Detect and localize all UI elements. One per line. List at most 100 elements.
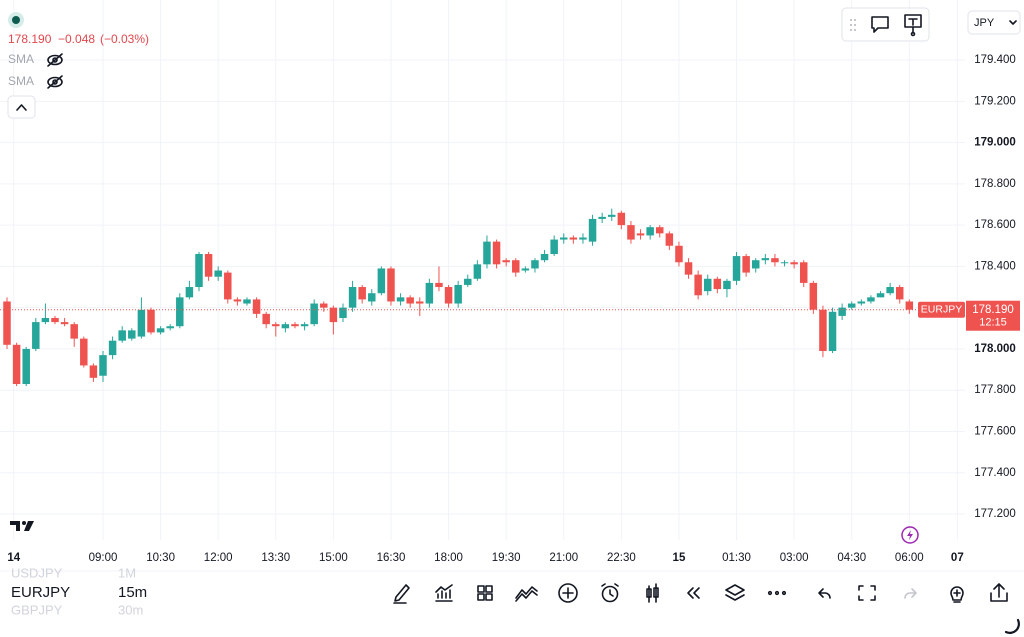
legend-price: 178.190 [8,32,52,46]
candle-body [108,340,117,356]
legend-change-pct: (−0.03%) [100,32,149,46]
collapse-icon [16,104,27,111]
indicators-icon[interactable] [435,584,453,602]
x-tick-label: 04:30 [837,552,866,564]
ideas-icon[interactable] [950,586,964,603]
candle-body [41,317,50,323]
watch-interval[interactable]: 30m [118,602,143,617]
candle-body [51,317,59,323]
candle-body [128,330,136,339]
share-icon[interactable] [990,583,1008,602]
candle-body [627,225,635,240]
x-tick-label: 18:00 [434,552,463,564]
indicator-label[interactable]: SMA [8,52,34,66]
y-tick-label: 178.400 [974,260,1016,272]
candle-body [512,260,520,273]
layouts-icon[interactable] [477,585,493,601]
drag-handle[interactable] [850,19,856,31]
candle-body [521,268,530,271]
candle-body [243,299,251,304]
alert-icon[interactable] [601,585,619,603]
x-tick-label: 19:30 [492,552,521,564]
candle-body [617,212,626,226]
x-tick-label: 15:00 [319,552,348,564]
candle-body [262,313,270,325]
tv-logo [10,521,34,531]
candle-body [339,307,347,318]
watch-interval[interactable]: 15m [118,584,147,601]
y-tick-label: 177.800 [974,384,1016,396]
candle-body [416,301,424,304]
candle-body [454,284,462,304]
candle-body [492,241,501,265]
candle-body [310,303,318,325]
candle-body [771,258,779,263]
x-tick-label: 07 [951,552,964,564]
text-tool-icon[interactable] [904,14,922,37]
y-tick-label: 178.000 [974,343,1016,355]
indicator-label[interactable]: SMA [8,74,34,88]
candle-body [473,264,482,279]
candle-body [502,260,510,263]
currency-select[interactable] [967,10,1021,35]
candle-body [483,241,491,265]
y-tick-label: 179.400 [974,54,1016,66]
comment-icon[interactable] [871,16,889,33]
candle-body [588,218,597,242]
candle-body [857,301,866,304]
x-tick-label: 09:00 [89,552,118,564]
candle-body [867,297,875,302]
chart-type-icon[interactable] [646,583,659,603]
layers-icon[interactable] [725,584,745,601]
undo-icon[interactable] [818,588,831,599]
watch-symbol[interactable]: USDJPY [11,565,63,580]
candle-body [790,262,798,265]
y-tick-label: 177.600 [974,425,1016,437]
candle-body [377,268,386,294]
watch-symbol[interactable]: EURJPY [11,584,70,601]
compare-icon[interactable] [515,586,538,602]
candle-body [444,287,453,304]
candle-body [3,301,11,345]
y-tick-label: 179.000 [974,137,1016,149]
candle-body [99,355,107,376]
y-tick-label: 179.200 [974,95,1016,107]
candle-body [12,344,21,385]
x-tick-label: 12:00 [204,552,233,564]
collapse-button[interactable] [7,95,36,119]
candle-body [60,322,69,325]
candle-body [560,237,568,240]
add-icon[interactable] [558,583,578,603]
replay-icon[interactable] [687,587,700,599]
draw-icon[interactable] [393,584,410,604]
x-tick-label: 03:00 [780,552,809,564]
candle-body [425,282,434,304]
hidden-eye-icon[interactable] [47,53,63,67]
candle-body [636,233,645,236]
candle-body [905,301,914,310]
bottom-toolbar [393,583,1008,604]
y-tick-label: 178.600 [974,219,1016,231]
candle-body [329,307,338,323]
candle-body [252,299,261,314]
watch-interval[interactable]: 1M [118,565,136,580]
candle-body [819,309,827,351]
candle-body [569,237,578,240]
hidden-eye-icon[interactable] [47,75,63,89]
candle-body [320,303,328,308]
candle-body [185,287,194,298]
candle-body [291,324,299,327]
x-tick-label: 14 [7,552,20,564]
events-icon[interactable] [901,526,919,544]
grid [0,0,965,540]
x-tick-label: 15 [673,552,686,564]
fullscreen-icon[interactable] [858,585,876,601]
watch-symbol[interactable]: GBPJPY [11,602,63,617]
candle-body [579,237,587,240]
candle-body [348,287,357,308]
candle-body [665,233,674,246]
candle-body [540,254,549,261]
redo-icon[interactable] [904,588,917,599]
x-tick-label: 13:30 [261,552,290,564]
candle-body [675,245,683,263]
